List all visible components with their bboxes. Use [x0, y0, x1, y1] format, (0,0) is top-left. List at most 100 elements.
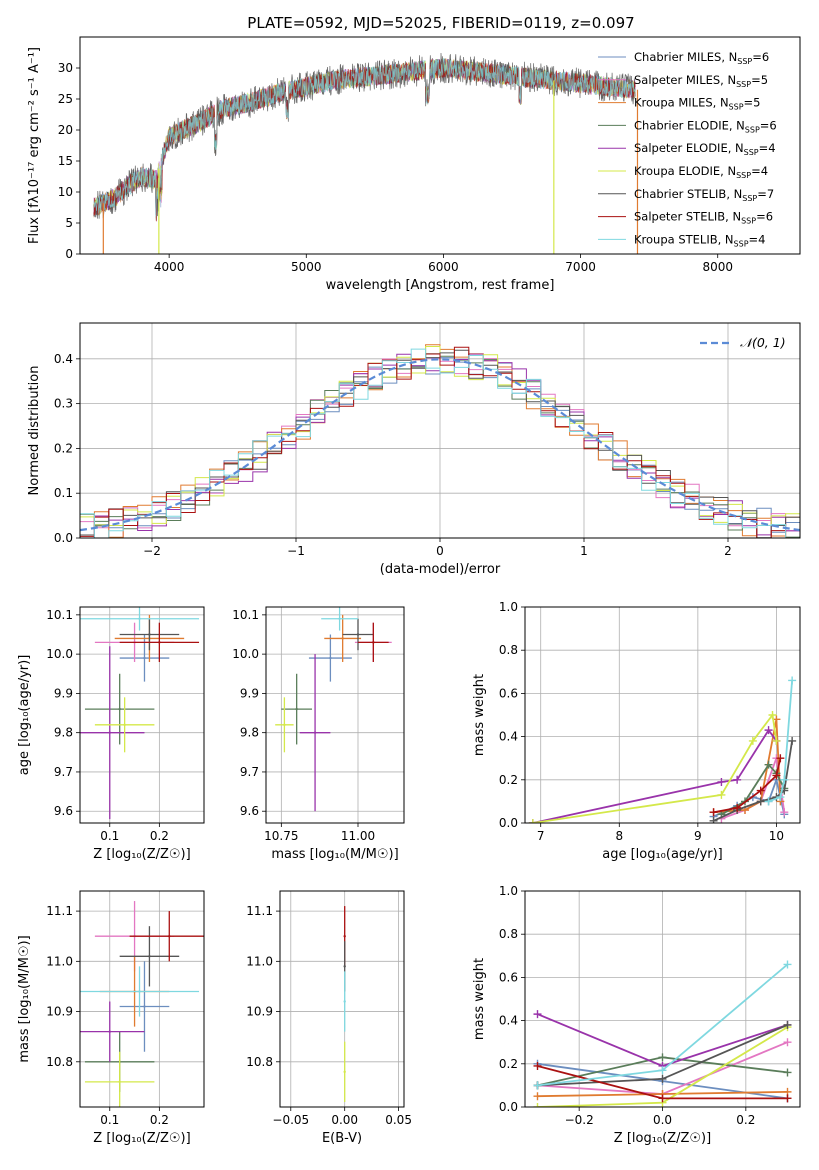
y-axis-label: mass weight — [472, 674, 487, 756]
y-tick-label: 10.8 — [246, 1055, 273, 1069]
x-tick-label: 7 — [537, 829, 545, 843]
legend-label: 𝒩(0, 1) — [740, 335, 786, 350]
y-axis-label: Flux [fλ10⁻¹⁷ erg cm⁻² s⁻¹ A⁻¹] — [27, 47, 42, 244]
weight-marker — [709, 808, 718, 817]
y-tick-label: 15 — [58, 154, 73, 168]
x-tick-label: −0.05 — [272, 1113, 309, 1127]
plot-area-age_vs_Z — [80, 607, 204, 823]
weight-marker — [764, 760, 773, 769]
x-tick-label: 0 — [436, 544, 444, 558]
data-point — [372, 641, 375, 644]
data-point — [143, 656, 146, 660]
legend-label: Salpeter ELODIE, NSSP=4 — [634, 141, 776, 157]
x-tick-label: −2 — [143, 544, 161, 558]
y-tick-label: 9.7 — [240, 765, 259, 779]
plot-panels: 4000 5000 6000 7000 8000051015202530waveleng… — [17, 36, 801, 1146]
x-axis-label: Z [log₁₀(Z/Z☉)] — [614, 1131, 711, 1146]
legend-label: Salpeter STELIB, NSSP=6 — [634, 210, 773, 226]
axes-frame — [79, 890, 205, 1108]
weight-marker — [783, 1094, 792, 1103]
y-tick-label: 11.1 — [246, 904, 273, 918]
plot-area-age_vs_mass — [266, 607, 404, 823]
y-tick-label: 10.8 — [46, 1055, 73, 1069]
weight-marker — [533, 1061, 542, 1070]
weight-marker — [776, 754, 785, 763]
legend-label: Salpeter MILES, NSSP=5 — [634, 73, 768, 89]
legend-label: Chabrier STELIB, NSSP=7 — [634, 187, 774, 203]
weight-marker — [748, 736, 757, 745]
weight-marker — [658, 1066, 667, 1075]
data-point — [118, 1080, 121, 1084]
weight-marker — [533, 1092, 542, 1101]
panel-mass_weight_vs_Z: −0.2 0.0 0.2 0.0 0.2 0.4 0.6 0.8 1.0 Z [log₁₀(Z/Z… — [472, 884, 801, 1146]
data-point — [168, 935, 171, 938]
data-point — [356, 633, 360, 636]
y-tick-label: 9.6 — [240, 804, 259, 818]
normal-curve — [80, 358, 800, 532]
y-tick-label: 30 — [58, 61, 73, 75]
legend-label: Kroupa STELIB, NSSP=4 — [634, 232, 765, 248]
data-point — [343, 965, 346, 968]
weight-marker — [533, 1010, 542, 1019]
weight-marker — [788, 676, 797, 685]
y-axis-label: mass weight — [472, 958, 487, 1040]
data-point — [143, 1005, 146, 1008]
legend-label: Kroupa MILES, NSSP=5 — [634, 96, 760, 112]
weight-line — [720, 763, 786, 816]
axes-frame — [79, 322, 801, 539]
legend: Chabrier MILES, NSSP=6 Salpeter MILES, NS… — [598, 50, 777, 248]
weight-marker — [756, 797, 765, 806]
weight-marker — [780, 775, 789, 784]
data-point — [343, 1000, 346, 1003]
weight-marker — [783, 1020, 792, 1029]
weight-marker — [764, 726, 773, 735]
weight-marker — [533, 1081, 542, 1090]
plot-area-mass_vs_ebv — [280, 891, 404, 1107]
panel-age_vs_Z: 0.1 0.2 9.6 9.7 9.8 9.9 10.0 10.1 Z [log₁₀(Z/Z☉)… — [17, 606, 205, 862]
x-tick-label: 0.2 — [150, 1113, 169, 1127]
y-tick-label: 10.9 — [246, 1005, 273, 1019]
x-tick-label: 8 — [615, 829, 623, 843]
weight-marker — [717, 777, 726, 786]
x-axis-label: (data-model)/error — [380, 562, 501, 577]
weight-marker — [733, 803, 742, 812]
weight-marker — [768, 711, 777, 719]
panel-mass_vs_ebv: −0.05 0.00 0.05 10.8 10.9 11.0 11.1 E(B-V) — [246, 890, 412, 1146]
weight-marker — [788, 736, 797, 745]
y-tick-label: 0.4 — [499, 730, 518, 744]
weight-marker — [764, 797, 773, 806]
x-axis-label: E(B-V) — [322, 1131, 362, 1146]
legend-label: Chabrier MILES, NSSP=6 — [634, 50, 769, 66]
data-point — [108, 1030, 111, 1033]
x-tick-label: 1 — [580, 544, 588, 558]
y-axis-label: Normed distribution — [27, 366, 42, 496]
x-tick-label: 0.2 — [150, 829, 169, 843]
x-tick-label: 2 — [724, 544, 732, 558]
x-tick-label: 0.0 — [653, 1113, 672, 1127]
y-tick-label: 1.0 — [499, 600, 518, 614]
weight-marker — [772, 736, 781, 745]
x-tick-label: 7000 — [565, 260, 596, 274]
x-tick-label: 11.00 — [341, 829, 375, 843]
x-axis-label: mass [log₁₀(M/M☉)] — [271, 847, 398, 862]
y-tick-label: 10.0 — [46, 647, 73, 661]
legend-label: Chabrier ELODIE, NSSP=6 — [634, 118, 777, 134]
y-tick-label: 5 — [65, 216, 73, 230]
plot-area-mass_weight_vs_age — [525, 607, 800, 823]
y-tick-label: 0.0 — [499, 816, 518, 830]
data-point — [118, 707, 121, 711]
y-tick-label: 0.8 — [499, 643, 518, 657]
x-tick-label: 5000 — [291, 260, 322, 274]
x-axis-label: Z [log₁₀(Z/Z☉)] — [93, 847, 190, 862]
x-tick-label: 0.00 — [331, 1113, 358, 1127]
y-tick-label: 10 — [58, 185, 73, 199]
axes-frame — [79, 606, 205, 824]
y-tick-label: 9.7 — [54, 765, 73, 779]
figure-title: PLATE=0592, MJD=52025, FIBERID=0119, z=0… — [247, 14, 634, 32]
x-tick-label: 0.1 — [100, 1113, 119, 1127]
x-axis-label: age [log₁₀(age/yr)] — [602, 847, 723, 862]
y-tick-label: 9.9 — [240, 686, 259, 700]
y-tick-label: 25 — [58, 92, 73, 106]
y-tick-label: 0.4 — [54, 352, 73, 366]
